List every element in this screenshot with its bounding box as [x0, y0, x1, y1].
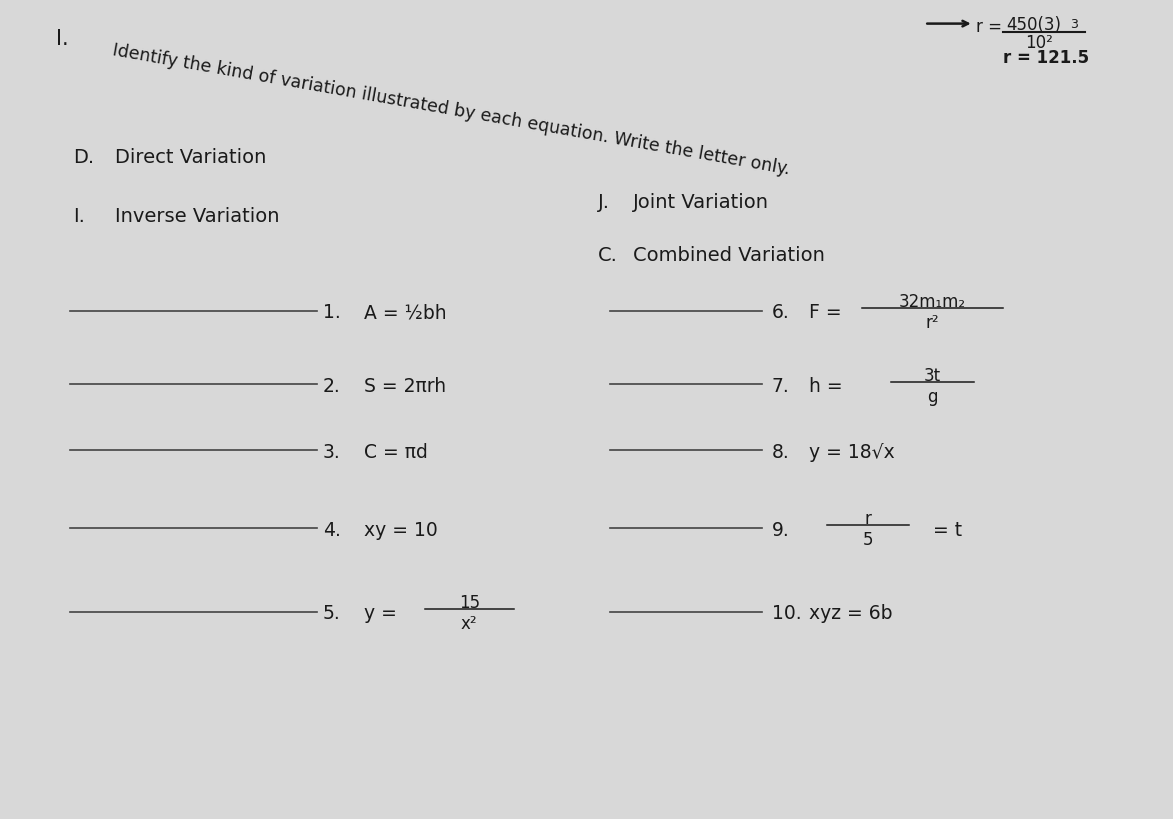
- Text: I.: I.: [56, 29, 69, 48]
- Text: Inverse Variation: Inverse Variation: [115, 206, 279, 225]
- Text: F =: F =: [809, 303, 848, 322]
- Text: xyz = 6b: xyz = 6b: [809, 604, 893, 622]
- Text: x²: x²: [461, 614, 477, 632]
- Text: h =: h =: [809, 377, 849, 396]
- Text: r = 121.5: r = 121.5: [1003, 49, 1089, 67]
- Text: y =: y =: [364, 604, 402, 622]
- Text: A = ½bh: A = ½bh: [364, 303, 446, 322]
- Text: 5.: 5.: [323, 604, 340, 622]
- Text: 9.: 9.: [772, 520, 789, 539]
- Text: 6.: 6.: [772, 303, 789, 322]
- Text: 2.: 2.: [323, 377, 340, 396]
- Text: 8.: 8.: [772, 442, 789, 461]
- Text: C.: C.: [598, 246, 618, 265]
- Text: 5: 5: [863, 531, 873, 549]
- Text: D.: D.: [73, 147, 94, 166]
- Text: r²: r²: [925, 314, 940, 332]
- Text: I.: I.: [73, 206, 84, 225]
- Text: C = πd: C = πd: [364, 442, 427, 461]
- Text: 1.: 1.: [323, 303, 340, 322]
- Text: 3t: 3t: [924, 366, 941, 384]
- Text: g: g: [928, 387, 937, 405]
- Text: Joint Variation: Joint Variation: [633, 192, 769, 211]
- Text: Direct Variation: Direct Variation: [115, 147, 266, 166]
- Text: r: r: [865, 509, 872, 527]
- Text: J.: J.: [598, 192, 610, 211]
- Text: xy = 10: xy = 10: [364, 520, 438, 539]
- Text: Identify the kind of variation illustrated by each equation. Write the letter on: Identify the kind of variation illustrat…: [111, 41, 792, 178]
- Text: 3: 3: [1070, 18, 1078, 31]
- Text: 3.: 3.: [323, 442, 340, 461]
- Text: 10.: 10.: [772, 604, 801, 622]
- Text: r =: r =: [976, 18, 1002, 36]
- Text: 4.: 4.: [323, 520, 340, 539]
- Text: 450(3): 450(3): [1006, 16, 1062, 34]
- Text: 10²: 10²: [1025, 34, 1053, 52]
- Text: y = 18√x: y = 18√x: [809, 442, 895, 461]
- Text: 32m₁m₂: 32m₁m₂: [899, 292, 967, 310]
- Text: 15: 15: [459, 593, 480, 611]
- Text: = t: = t: [927, 520, 962, 539]
- Text: Combined Variation: Combined Variation: [633, 246, 826, 265]
- Text: 7.: 7.: [772, 377, 789, 396]
- Text: S = 2πrh: S = 2πrh: [364, 377, 446, 396]
